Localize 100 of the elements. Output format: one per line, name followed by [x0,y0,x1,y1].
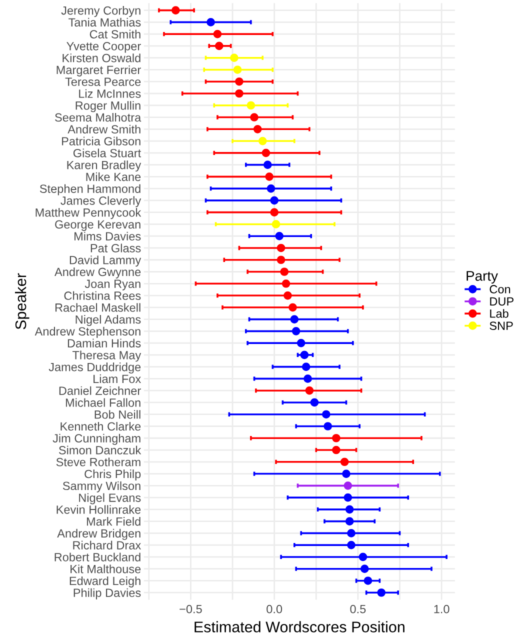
y-tick-label: Andrew Gwynne [54,267,141,278]
y-tick-label: Liam Fox [94,374,141,384]
y-tick-label: Daniel Zeichner [59,386,141,395]
point [230,54,238,62]
y-tick-label: Jeremy Corbyn [61,6,140,18]
y-tick-label: Nigel Adams [76,315,141,326]
y-tick-label: Mark Field [86,517,140,526]
point [258,136,267,146]
point [280,268,289,276]
y-tick-label: Kenneth Clarke [60,422,141,431]
y-tick-label: Robert Buckland [54,552,140,562]
y-tick-label: Andrew Smith [68,124,140,134]
point [282,279,290,288]
y-tick-label: Steve Rotheram [56,458,140,466]
y-axis-title: Speaker [14,273,30,330]
point [266,184,276,193]
point [275,232,284,240]
y-tick-label: Richard Drax [73,540,141,550]
x-tick-label: −0.5 [180,604,202,614]
legend-label: DUP [490,297,514,306]
point [310,398,319,407]
y-tick-label: James Duddridge [48,362,141,374]
y-tick-label: Philip Davies [74,588,141,600]
y-tick-label: Kit Malthouse [70,564,141,574]
y-tick-label: Sammy Wilson [62,481,140,492]
point [302,362,310,371]
y-tick-label: Chris Philp [84,470,141,481]
y-tick-label: Pat Glass [90,244,141,252]
y-tick-label: Mims Davies [74,232,141,240]
y-tick-label: Patricia Gibson [62,136,140,146]
y-tick-label: Tania Mathias [68,18,141,27]
point [345,505,354,514]
y-tick-label: Margaret Ferrier [56,65,141,76]
y-tick-label: Mike Kane [86,172,141,182]
point [270,208,278,216]
point [377,588,386,597]
y-tick-label: Michael Fallon [66,398,140,407]
point [344,493,352,502]
legend-label: SNP [490,322,513,330]
point [246,101,256,110]
point [360,564,369,574]
legend-label: Con [490,285,510,294]
y-tick-label: Kirsten Oswald [62,54,140,62]
y-tick-label: Seema Malhotra [55,112,142,122]
y-tick-label: Yvette Cooper [66,42,141,53]
point [322,410,330,419]
legend-label: Lab [490,309,508,318]
point [342,470,350,478]
point [292,327,300,336]
point [324,422,332,430]
point [345,517,354,526]
y-tick-label: Teresa Pearce [65,78,141,86]
point [270,196,278,205]
point [213,30,222,38]
y-tick-label: Stephen Hammond [40,184,140,196]
y-tick-label: Rachael Maskell [55,303,140,312]
y-tick-label: Matthew Pennycook [36,208,142,220]
point [358,552,368,562]
point [332,446,340,454]
x-axis-title: Estimated Wordscores Position [194,621,404,632]
y-tick-label: Joan Ryan [84,280,140,290]
point [276,244,286,252]
x-tick-label: 0.5 [350,604,366,614]
y-tick-label: Nigel Evans [79,493,141,504]
y-tick-label: Bob Neill [94,410,140,419]
point [262,148,270,158]
y-tick-label: David Lammy [70,256,142,267]
y-tick-label: Andrew Bridgen [57,528,140,540]
x-tick-label: 0.0 [266,604,282,614]
y-tick-label: Cat Smith [90,30,140,38]
point [288,303,297,312]
point [171,6,180,14]
point [250,113,258,122]
point [206,18,215,26]
y-tick-label: Jim Cunningham [52,434,140,445]
y-tick-label: James Cleverly [60,196,142,208]
point [276,256,286,264]
y-tick-label: George Kerevan [55,220,140,231]
y-tick-label: Karen Bradley [67,160,142,172]
point [305,386,314,395]
y-tick-label: Andrew Stephenson [34,326,140,338]
y-tick-label: Damian Hinds [68,338,141,348]
legend-title: Party [466,271,498,284]
point [296,338,306,348]
y-tick-label: Kevin Hollinrake [56,505,141,514]
point [364,576,372,585]
point [344,481,352,490]
point [214,42,224,50]
point [347,540,356,550]
point [300,350,309,360]
point [340,458,349,466]
point [253,124,262,134]
y-tick-label: Simon Danczuk [58,446,142,454]
point [263,160,272,169]
point [347,529,356,538]
y-tick-label: Liz McInnes [79,89,141,98]
y-tick-label: Theresa May [72,350,142,362]
y-tick-label: Christina Rees [64,291,141,300]
y-tick-label: Roger Mullin [76,101,140,112]
point [290,315,299,324]
